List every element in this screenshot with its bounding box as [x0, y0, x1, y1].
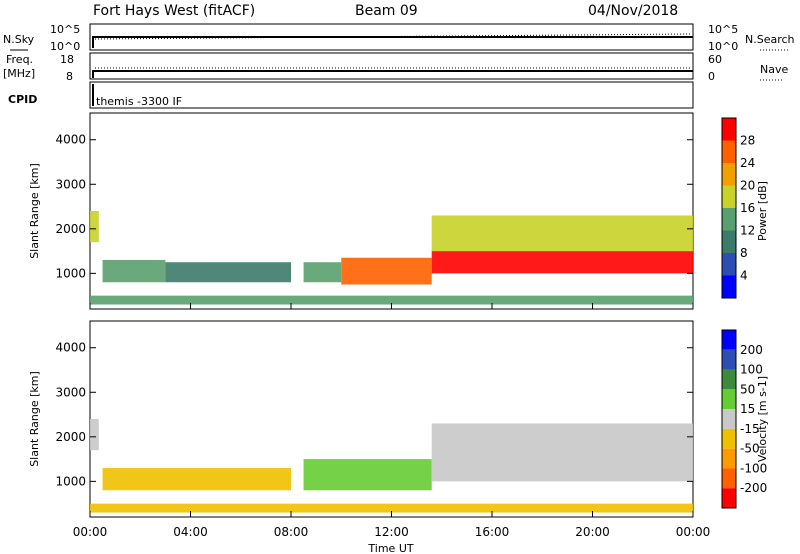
heatmap-region-4 — [90, 503, 693, 513]
colorbar-swatch-5 — [722, 428, 736, 449]
power-ylabel: Slant Range [km] — [28, 163, 41, 259]
time-axis-label: Time UT — [367, 542, 413, 554]
ytick-label-1: 2000 — [55, 430, 86, 444]
ytick-label-0: 1000 — [55, 266, 86, 280]
colorbar-tick-1: 100 — [740, 363, 763, 377]
heatmap-region-1 — [102, 468, 291, 491]
colorbar-swatch-0 — [722, 330, 736, 350]
nsearch-tick-top: 10^5 — [708, 23, 738, 36]
colorbar-frame — [721, 117, 737, 299]
heatmap-region-1 — [102, 260, 166, 283]
colorbar-swatch-1 — [722, 140, 736, 163]
xtick-label-1: 04:00 — [173, 525, 208, 539]
heatmap-region-6 — [431, 215, 693, 252]
colorbar-tick-2: 50 — [740, 382, 755, 396]
beam-label: Beam 09 — [355, 3, 418, 19]
power-colorbar: 4 8 12 16 20 24 28 — [721, 117, 755, 299]
colorbar-swatch-5 — [722, 230, 736, 253]
chart-title: Fort Hays West (fitACF) — [93, 3, 255, 19]
colorbar-tick-7: -200 — [740, 481, 767, 495]
ytick-label-2: 3000 — [55, 385, 86, 399]
heatmap-region-7 — [90, 295, 693, 305]
velocity-cbar-label: Velocity [m s-1] — [756, 376, 769, 462]
nave-tick-top: 60 — [708, 53, 722, 66]
velocity-colorbar: 200 100 50 15 -15 -50 -100 -200 — [721, 329, 767, 509]
nsearch-label: N.Search — [745, 33, 795, 46]
freq-tick-bottom: 8 — [66, 70, 73, 83]
xtick-label-5: 20:00 — [575, 525, 610, 539]
power-cbar-label: Power [dB] — [756, 181, 769, 241]
xtick-label-2: 08:00 — [274, 525, 309, 539]
nsearch-tick-bottom: 10^0 — [708, 40, 738, 53]
nsky-label: N.Sky — [3, 33, 35, 46]
heatmap-region-4 — [341, 257, 432, 285]
heatmap-region-0 — [90, 419, 99, 451]
xtick-label-0: 00:00 — [73, 525, 108, 539]
heatmap-region-5 — [431, 251, 693, 274]
nsky-tick-top: 10^5 — [50, 23, 80, 36]
colorbar-swatch-7 — [722, 468, 736, 489]
colorbar-tick-3: 15 — [740, 402, 755, 416]
heatmap-region-3 — [303, 262, 342, 283]
xtick-label-3: 12:00 — [374, 525, 409, 539]
colorbar-tick-5: -50 — [740, 442, 760, 456]
colorbar-swatch-4 — [722, 208, 736, 231]
velocity-heatmap — [90, 419, 693, 513]
freq-label: Freq. — [6, 53, 33, 66]
nave-tick-bottom: 0 — [708, 70, 715, 83]
colorbar-tick-4: -15 — [740, 422, 760, 436]
xtick-label-6: 00:00 — [676, 525, 711, 539]
cpid-label: CPID — [8, 93, 37, 106]
cpid-panel — [89, 81, 694, 109]
velocity-ylabel: Slant Range [km] — [28, 371, 41, 467]
colorbar-tick-1: 8 — [740, 246, 748, 260]
colorbar-swatch-1 — [722, 349, 736, 370]
colorbar-swatch-2 — [722, 163, 736, 186]
heatmap-region-2 — [303, 459, 432, 491]
velocity-yticks: 1000 2000 3000 4000 — [55, 341, 693, 488]
colorbar-swatch-8 — [722, 488, 736, 508]
colorbar-swatch-0 — [722, 118, 736, 141]
colorbar-swatch-2 — [722, 369, 736, 390]
colorbar-tick-5: 24 — [740, 156, 755, 170]
nave-label: Nave — [760, 63, 788, 76]
freq-panel — [89, 52, 694, 80]
colorbar-swatch-3 — [722, 389, 736, 410]
power-heatmap — [90, 211, 693, 305]
nsearch-trace — [94, 33, 691, 40]
ytick-label-3: 4000 — [55, 341, 86, 355]
ytick-label-3: 4000 — [55, 133, 86, 147]
nsky-tick-bottom: 10^0 — [50, 40, 80, 53]
freq-trace — [92, 70, 693, 78]
colorbar-frame — [721, 329, 737, 509]
power-yticks: 1000 2000 3000 4000 — [55, 133, 693, 280]
colorbar-tick-0: 4 — [740, 269, 748, 283]
colorbar-tick-2: 12 — [740, 224, 755, 238]
colorbar-tick-4: 20 — [740, 179, 755, 193]
colorbar-swatch-3 — [722, 185, 736, 208]
heatmap-region-3 — [431, 423, 693, 482]
colorbar-swatch-4 — [722, 409, 736, 429]
colorbar-tick-0: 200 — [740, 343, 763, 357]
heatmap-region-0 — [90, 211, 99, 243]
cpid-text: themis -3300 IF — [96, 95, 182, 108]
freq-unit: [MHz] — [3, 67, 35, 80]
heatmap-region-2 — [165, 262, 291, 283]
xtick-label-4: 16:00 — [475, 525, 510, 539]
time-axis-ticks: 00:00 04:00 08:00 12:00 16:00 20:00 00:00 — [73, 303, 711, 539]
ytick-label-2: 3000 — [55, 177, 86, 191]
colorbar-tick-3: 16 — [740, 201, 755, 215]
ytick-label-1: 2000 — [55, 222, 86, 236]
colorbar-swatch-6 — [722, 448, 736, 469]
colorbar-tick-6: 28 — [740, 134, 755, 148]
ytick-label-0: 1000 — [55, 474, 86, 488]
date-label: 04/Nov/2018 — [588, 3, 678, 19]
colorbar-swatch-6 — [722, 253, 736, 276]
colorbar-swatch-7 — [722, 275, 736, 298]
colorbar-tick-6: -100 — [740, 461, 767, 475]
freq-tick-top: 18 — [60, 53, 74, 66]
